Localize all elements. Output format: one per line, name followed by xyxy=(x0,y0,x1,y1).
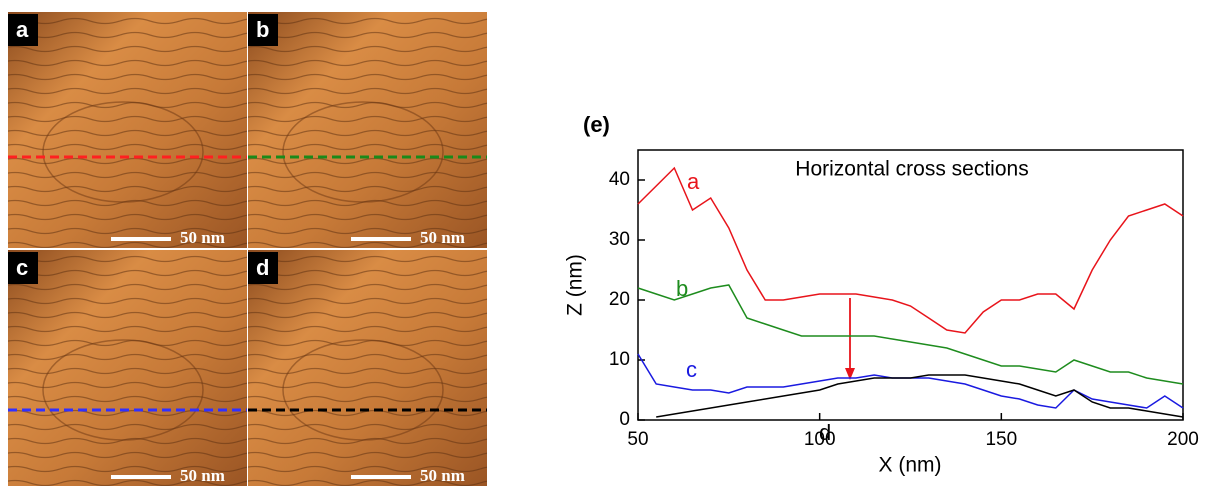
panel-label: c xyxy=(16,255,28,280)
scale-bar-label: 50 nm xyxy=(180,466,225,485)
y-tick-label: 30 xyxy=(609,229,630,250)
arrow-head xyxy=(845,368,855,380)
panel-label: b xyxy=(256,17,269,42)
y-tick-label: 20 xyxy=(609,289,630,310)
series-label: c xyxy=(686,357,697,382)
y-tick-label: 10 xyxy=(609,349,630,370)
afm-texture xyxy=(248,12,487,248)
y-axis-label: Z (nm) xyxy=(564,254,587,316)
series-label: a xyxy=(687,169,700,194)
afm-terrace xyxy=(282,101,444,203)
x-tick-label: 50 xyxy=(627,429,648,450)
annotation: Horizontal cross sections xyxy=(795,158,1028,181)
series-line xyxy=(656,374,1184,418)
panel-label: d xyxy=(256,255,269,280)
afm-terrace xyxy=(42,339,204,441)
label-box xyxy=(248,252,278,284)
label-box xyxy=(8,252,38,284)
x-axis-label: X (nm) xyxy=(879,454,942,477)
afm-panels: a 50 nm b 50 nm c 50 nm d 50 nm xyxy=(8,12,487,486)
x-tick-label: 100 xyxy=(804,429,836,450)
scale-bar-label: 50 nm xyxy=(420,466,465,485)
series-line xyxy=(637,353,1184,409)
series-label: b xyxy=(676,276,688,301)
panel-label: a xyxy=(16,17,29,42)
afm-terrace xyxy=(42,101,204,203)
afm-terrace xyxy=(282,339,444,441)
x-tick-label: 200 xyxy=(1167,429,1199,450)
panel-label: (e) xyxy=(583,112,610,137)
series-line xyxy=(637,166,1184,334)
label-box xyxy=(248,14,278,46)
series-label: d xyxy=(819,420,831,445)
x-tick-label: 150 xyxy=(985,429,1017,450)
plot-frame xyxy=(637,149,1184,421)
afm-texture xyxy=(8,12,247,248)
y-tick-label: 40 xyxy=(609,169,630,190)
afm-texture xyxy=(248,250,487,486)
series-line xyxy=(637,284,1184,385)
y-tick-label: 0 xyxy=(619,409,630,430)
label-box xyxy=(8,14,38,46)
afm-texture xyxy=(8,250,247,486)
scale-bar-label: 50 nm xyxy=(420,228,465,247)
scale-bar-label: 50 nm xyxy=(180,228,225,247)
